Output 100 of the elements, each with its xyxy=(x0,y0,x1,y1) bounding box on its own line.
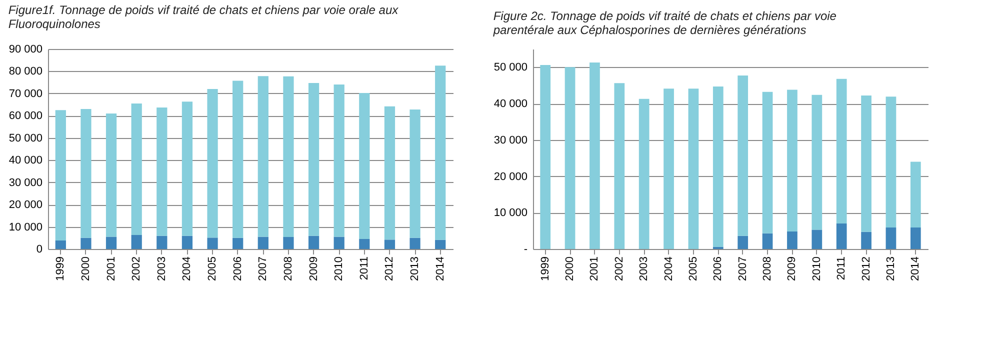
chart-title: Figure 2c. Tonnage de poids vif traité de chats et chiens par voie parentérale aux Céphalosporines de dernières générations xyxy=(492,9,837,37)
bar xyxy=(812,94,822,230)
x-tick-label: 2010 xyxy=(810,256,823,281)
bar xyxy=(762,92,773,234)
bar xyxy=(836,78,847,224)
bar xyxy=(638,98,650,249)
x-tick-label: 2011 xyxy=(836,256,848,280)
x-tick-label: 2006 xyxy=(712,256,724,281)
bar xyxy=(384,240,396,249)
bar xyxy=(738,236,748,249)
x-tick-label: 1999 xyxy=(54,256,67,281)
y-tick-label: 50 000 xyxy=(8,132,42,144)
bar xyxy=(80,238,92,249)
bar xyxy=(232,238,244,249)
y-tick-label: 70 000 xyxy=(8,88,42,100)
bar xyxy=(787,90,798,232)
bar xyxy=(55,240,66,249)
x-tick-label: 2006 xyxy=(232,256,244,281)
bar xyxy=(435,240,446,249)
y-tick-label: 10 000 xyxy=(8,221,42,234)
bar xyxy=(590,62,600,249)
x-tick-label: 2008 xyxy=(282,256,294,281)
bar xyxy=(787,232,798,249)
bar xyxy=(308,236,320,249)
x-tick-label: 2001 xyxy=(105,256,118,281)
bar xyxy=(910,228,921,249)
x-tick-label: 2002 xyxy=(130,256,143,281)
x-tick-label: 2014 xyxy=(910,256,922,281)
bar xyxy=(861,96,872,232)
y-tick-label: 0 xyxy=(36,244,42,256)
y-tick-label: 20 000 xyxy=(494,170,528,183)
bar xyxy=(207,89,218,238)
x-tick-label: 2003 xyxy=(156,256,168,281)
bar xyxy=(80,109,92,238)
x-tick-label: 2000 xyxy=(564,256,576,281)
bar xyxy=(131,103,142,235)
bar xyxy=(182,102,193,236)
bar xyxy=(886,228,896,249)
x-tick-label: 2007 xyxy=(736,256,749,281)
bar xyxy=(334,236,344,249)
y-tick-label: 90 000 xyxy=(8,44,42,56)
y-tick-label: 40 000 xyxy=(8,154,42,167)
bar xyxy=(131,235,142,249)
x-tick-label: 2004 xyxy=(181,256,194,281)
bar xyxy=(614,83,625,249)
bar xyxy=(283,237,294,249)
x-tick-label: 2011 xyxy=(358,256,370,280)
x-tick-label: 2012 xyxy=(384,256,396,281)
bar xyxy=(207,238,218,249)
bar xyxy=(886,96,896,228)
bar xyxy=(762,233,773,249)
y-tick-label: 30 000 xyxy=(8,176,42,189)
x-tick-label: 2013 xyxy=(409,256,422,281)
bar xyxy=(258,76,268,237)
y-tick-label: 50 000 xyxy=(494,62,528,74)
bar xyxy=(540,65,551,249)
x-tick-label: 2007 xyxy=(257,256,270,281)
bar xyxy=(156,107,168,236)
y-tick-label: 10 000 xyxy=(494,207,528,220)
x-tick-label: 2001 xyxy=(588,256,601,281)
bar xyxy=(359,239,370,249)
bar xyxy=(182,236,193,249)
y-tick-label: 80 000 xyxy=(8,66,42,78)
y-tick-label: 20 000 xyxy=(8,199,42,212)
bar xyxy=(836,224,847,249)
x-tick-label: 2009 xyxy=(308,256,320,281)
bar xyxy=(283,76,294,237)
bar xyxy=(910,162,921,228)
bar xyxy=(664,88,674,249)
bar xyxy=(232,80,244,238)
bar xyxy=(712,86,724,247)
x-tick-label: 2004 xyxy=(662,256,675,281)
y-tick-label: 40 000 xyxy=(494,98,528,110)
bar xyxy=(156,236,168,249)
x-tick-label: 2005 xyxy=(206,256,219,281)
bar xyxy=(410,109,420,238)
x-tick-label: 2010 xyxy=(333,256,346,281)
bar xyxy=(688,88,699,249)
x-tick-label: 2009 xyxy=(786,256,798,281)
x-tick-label: 2008 xyxy=(762,256,774,281)
y-tick-label: 30 000 xyxy=(494,134,528,146)
bar xyxy=(435,66,446,240)
x-tick-label: 2013 xyxy=(884,256,897,281)
x-tick-label: 2002 xyxy=(613,256,626,281)
bar xyxy=(359,93,370,239)
y-tick-label: - xyxy=(524,244,528,256)
y-tick-label: 60 000 xyxy=(8,110,42,122)
x-tick-label: 1999 xyxy=(539,256,552,281)
bar xyxy=(812,230,822,249)
bar xyxy=(258,236,268,249)
bar xyxy=(334,84,344,237)
x-tick-label: 2003 xyxy=(638,256,650,281)
bar xyxy=(738,76,748,236)
x-tick-label: 2000 xyxy=(80,256,92,281)
bar xyxy=(861,232,872,249)
x-tick-label: 2005 xyxy=(687,256,700,281)
bar xyxy=(55,110,66,241)
bar xyxy=(106,113,117,237)
bar xyxy=(308,83,320,236)
bar xyxy=(564,67,576,249)
